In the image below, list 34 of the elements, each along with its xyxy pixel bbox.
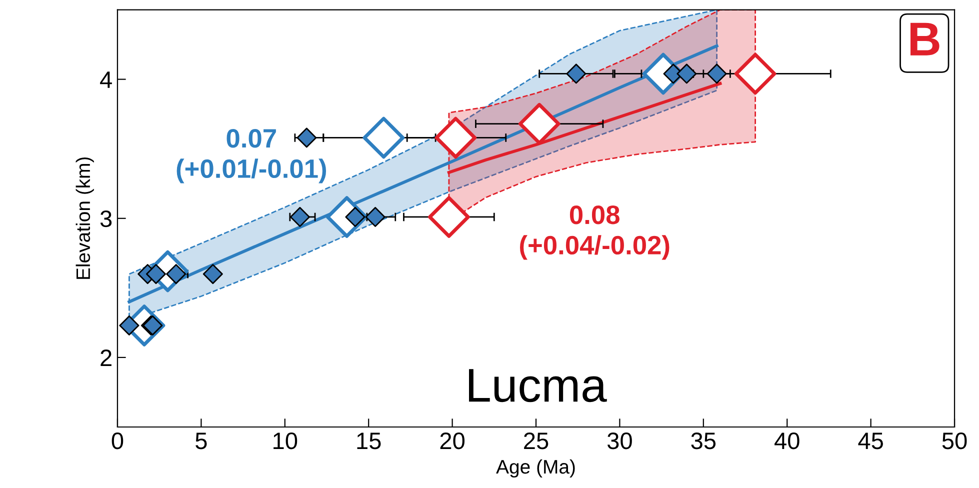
point (428, 196, 470, 238)
point (362, 116, 405, 159)
point (365, 206, 386, 227)
point (706, 64, 727, 84)
x-tick-label: 30 (607, 432, 632, 450)
point (202, 264, 223, 284)
y-tick-label: 4 (100, 72, 112, 88)
point (734, 52, 776, 95)
x-axis-title: Age (Ma) (496, 459, 575, 478)
point (434, 116, 477, 159)
x-tick-label: 10 (274, 432, 298, 450)
point (119, 315, 140, 336)
x-tick-label: 35 (691, 432, 716, 450)
y-tick-label: 2 (100, 350, 112, 366)
x-tick-label: 5 (196, 432, 207, 450)
point (676, 64, 697, 84)
x-tick-label: 45 (858, 432, 883, 450)
x-tick-label: 40 (774, 432, 800, 450)
point (290, 206, 310, 227)
point (518, 102, 560, 145)
x-tick-label: 15 (357, 432, 381, 450)
point (146, 264, 166, 284)
y-tick-label: 3 (100, 210, 112, 228)
annotation: 0.08 (+0.04/-0.02) (520, 206, 670, 260)
y-axis-title: Elevation (km) (76, 157, 94, 279)
x-tick-label: 0 (112, 432, 124, 450)
annotation: Lucma (469, 369, 607, 402)
annotation: B (910, 22, 940, 56)
x-tick-label: 20 (440, 432, 465, 450)
x-tick-label: 50 (942, 432, 967, 450)
x-tick-label: 25 (524, 432, 548, 450)
point (296, 128, 317, 148)
point (566, 64, 586, 84)
annotation: 0.07 (+0.01/-0.01) (176, 129, 326, 184)
